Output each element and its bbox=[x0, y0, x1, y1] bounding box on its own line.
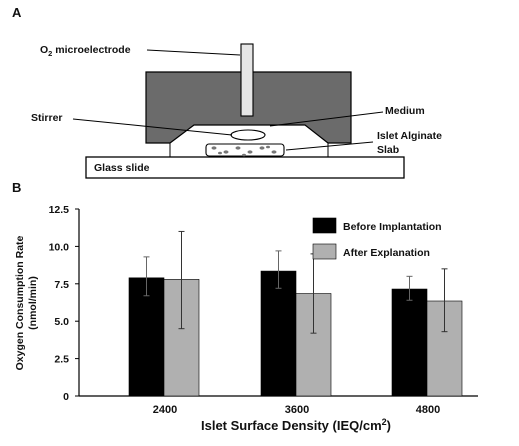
y-tick-label: 10.0 bbox=[49, 241, 70, 253]
islet-dots bbox=[211, 145, 277, 157]
panel-b-label: B bbox=[12, 180, 21, 195]
legend-label: After Explanation bbox=[343, 247, 430, 259]
y-tick-label: 0 bbox=[63, 391, 69, 403]
stirrer-leader bbox=[72, 118, 233, 136]
chamber-diagram bbox=[72, 43, 405, 179]
slab-label-line2: Slab bbox=[377, 144, 399, 156]
y-axis-label-line2: (nmol/min) bbox=[27, 276, 39, 330]
stirrer-label: Stirrer bbox=[31, 112, 63, 124]
medium-label: Medium bbox=[385, 105, 425, 117]
bar-before-3600 bbox=[260, 270, 297, 397]
panel-a-label: A bbox=[12, 5, 22, 20]
y-tick-label: 12.5 bbox=[49, 204, 70, 216]
x-tick-label: 4800 bbox=[416, 404, 440, 416]
legend-label: Before Implantation bbox=[343, 221, 442, 233]
electrode-label: O2 microelectrode bbox=[40, 44, 131, 58]
slab-leader bbox=[285, 141, 374, 151]
bar-before-4800 bbox=[391, 288, 428, 397]
y-axis-label-line1: Oxygen Consumption Rate bbox=[14, 235, 26, 370]
y-tick-label: 7.5 bbox=[54, 279, 69, 291]
slab-label-line1: Islet Alginate bbox=[377, 130, 442, 142]
legend-swatch bbox=[312, 243, 337, 260]
x-axis-label: Islet Surface Density (IEQ/cm2) bbox=[201, 417, 391, 433]
x-tick-label: 2400 bbox=[153, 404, 177, 416]
stirrer bbox=[230, 129, 266, 141]
bar-chart: 0 2.5 5.0 7.5 10.0 12.5 2400 3600 4800 Before Imp… bbox=[14, 204, 478, 433]
glass-slide bbox=[85, 156, 405, 179]
y-tick-label: 5.0 bbox=[54, 316, 69, 328]
x-tick-label: 3600 bbox=[285, 404, 309, 416]
y-tick-label: 2.5 bbox=[54, 354, 69, 366]
electrode-leader bbox=[146, 49, 241, 56]
o2-microelectrode bbox=[240, 43, 254, 117]
medium-leader bbox=[269, 111, 384, 127]
glass-slide-label: Glass slide bbox=[94, 162, 150, 174]
legend-swatch bbox=[312, 217, 337, 234]
